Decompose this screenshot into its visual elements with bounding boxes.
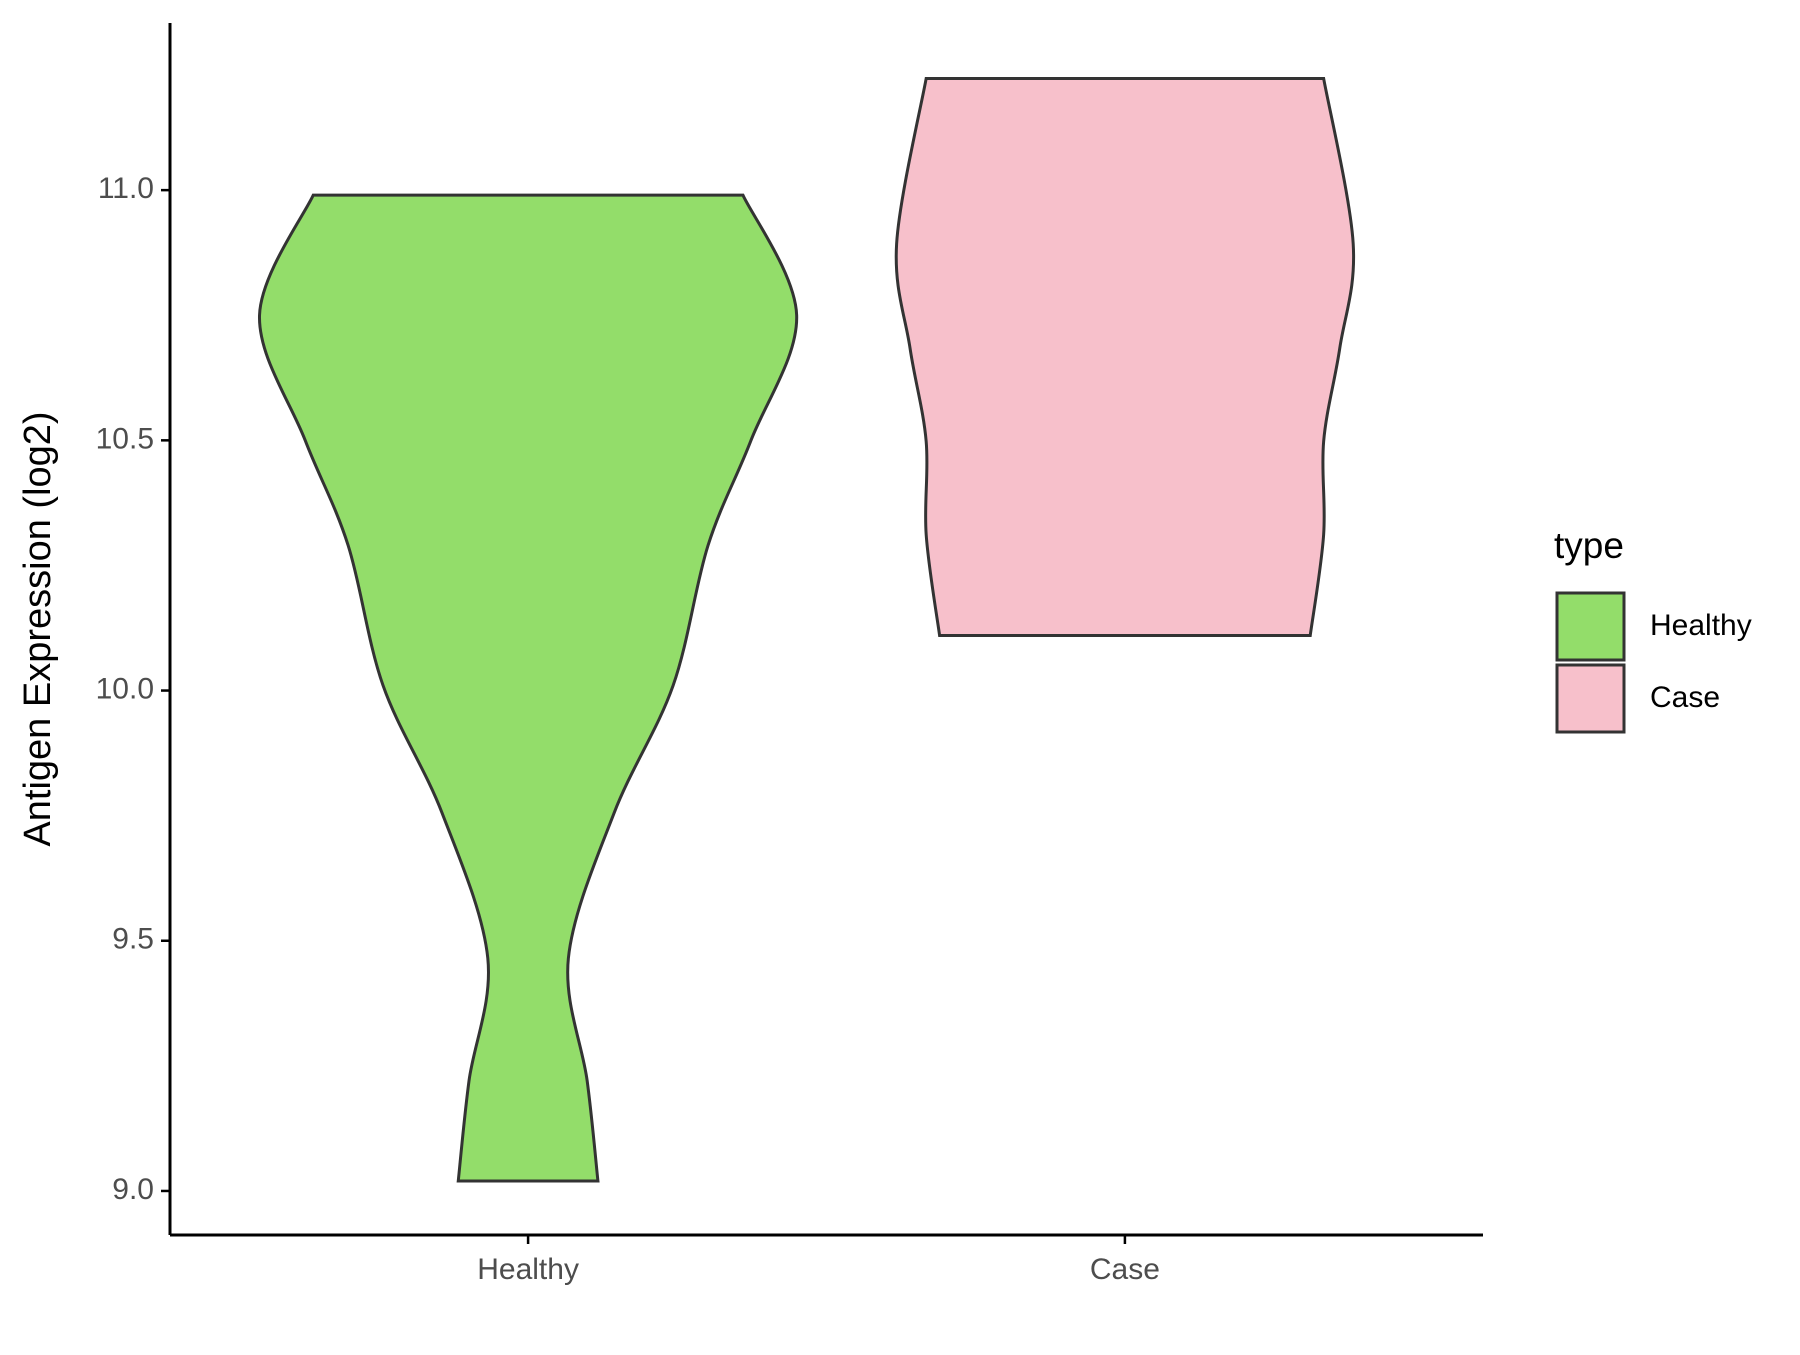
legend-key xyxy=(1555,591,1626,662)
legend-label: Healthy xyxy=(1650,609,1752,642)
y-tick-label: 10.0 xyxy=(96,672,154,705)
y-tick-label: 10.5 xyxy=(96,422,154,455)
y-axis-title: Antigen Expression (log2) xyxy=(17,411,59,846)
legend-label: Case xyxy=(1650,681,1720,714)
x-tick-label: Healthy xyxy=(477,1253,579,1286)
violin xyxy=(894,77,1356,638)
legend-key xyxy=(1555,663,1626,734)
y-tick-label: 9.5 xyxy=(112,923,154,956)
legend-title: type xyxy=(1554,525,1624,566)
y-tick-label: 11.0 xyxy=(98,172,154,205)
y-tick-label: 9.0 xyxy=(112,1173,154,1206)
violin xyxy=(258,193,799,1183)
x-tick-label: Case xyxy=(1090,1253,1160,1286)
